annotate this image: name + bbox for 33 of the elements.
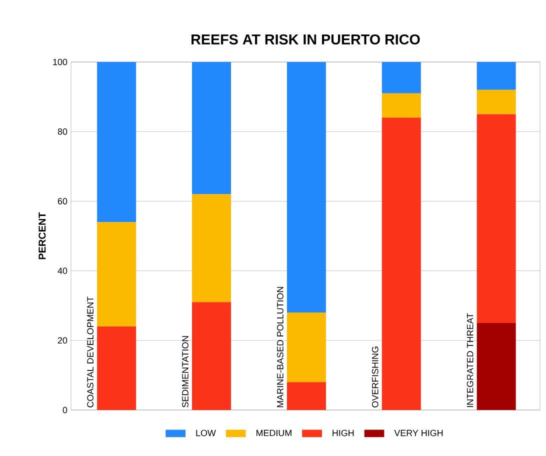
bar: [476, 90, 516, 114]
bar: [97, 62, 136, 222]
bar: [382, 93, 421, 118]
y-tick-label: 100: [53, 58, 68, 66]
bar: [97, 326, 136, 410]
y-tick-label: 80: [58, 128, 68, 135]
x-tick-label: SEDIMENTATION: [182, 336, 188, 408]
legend-label: VERY HIGH: [394, 430, 443, 436]
bar: [192, 194, 232, 302]
x-tick-label: INTEGRATED THREAT: [466, 313, 474, 407]
legend-label: LOW: [196, 430, 216, 436]
chart-title: REEFS AT RISK IN PUERTO RICO: [192, 34, 420, 44]
y-axis-title: PERCENT: [38, 212, 46, 260]
bar: [476, 62, 516, 90]
bar: [192, 302, 232, 410]
bar: [382, 118, 421, 410]
bar: [476, 323, 516, 410]
y-tick-label: 0: [62, 406, 68, 414]
x-tick-label: COASTAL DEVELOPMENT: [87, 296, 94, 408]
bar: [192, 62, 232, 194]
legend-label: HIGH: [332, 430, 354, 436]
bar: [476, 114, 516, 323]
x-tick-label: OVERFISHING: [372, 346, 378, 408]
bar: [382, 62, 421, 94]
y-tick-label: 40: [58, 268, 68, 274]
y-tick-label: 20: [58, 337, 68, 344]
bar: [97, 222, 136, 326]
bar: [286, 382, 326, 410]
x-tick-label: MARINE-BASED POLLUTION: [277, 286, 284, 408]
bar: [286, 62, 326, 313]
y-tick-label: 60: [58, 198, 68, 204]
legend-label: MEDIUM: [256, 430, 292, 436]
bar: [286, 312, 326, 382]
